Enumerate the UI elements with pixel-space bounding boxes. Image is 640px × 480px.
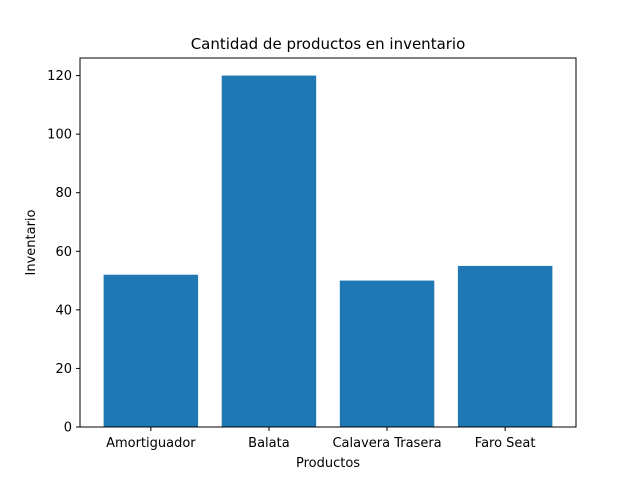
plot-area <box>103 75 553 428</box>
y-tick-label: 80 <box>55 186 72 201</box>
y-tick-label: 20 <box>55 362 72 377</box>
x-tick-label: Calavera Trasera <box>332 436 441 451</box>
x-axis: Amortiguador Balata Calavera Trasera Faro S… <box>106 427 536 451</box>
y-tick-label: 40 <box>55 303 72 318</box>
y-tick-label: 100 <box>47 128 72 143</box>
bar-3 <box>457 265 553 427</box>
y-axis-label: Inventario <box>24 209 39 275</box>
chart-title: Cantidad de productos en inventario <box>191 35 466 53</box>
x-axis-label: Productos <box>296 456 360 471</box>
y-tick-label: 0 <box>64 421 72 436</box>
x-tick-label: Amortiguador <box>106 436 196 451</box>
x-tick-label: Balata <box>248 436 290 451</box>
plot-frame <box>79 57 577 428</box>
y-tick-label: 60 <box>55 245 72 260</box>
bar-2 <box>339 280 435 427</box>
bar-0 <box>103 274 199 427</box>
x-tick-label: Faro Seat <box>475 436 536 451</box>
y-axis: 0 20 40 60 80 100 120 <box>47 69 80 436</box>
bar-1 <box>221 75 317 428</box>
y-tick-label: 120 <box>47 69 72 84</box>
